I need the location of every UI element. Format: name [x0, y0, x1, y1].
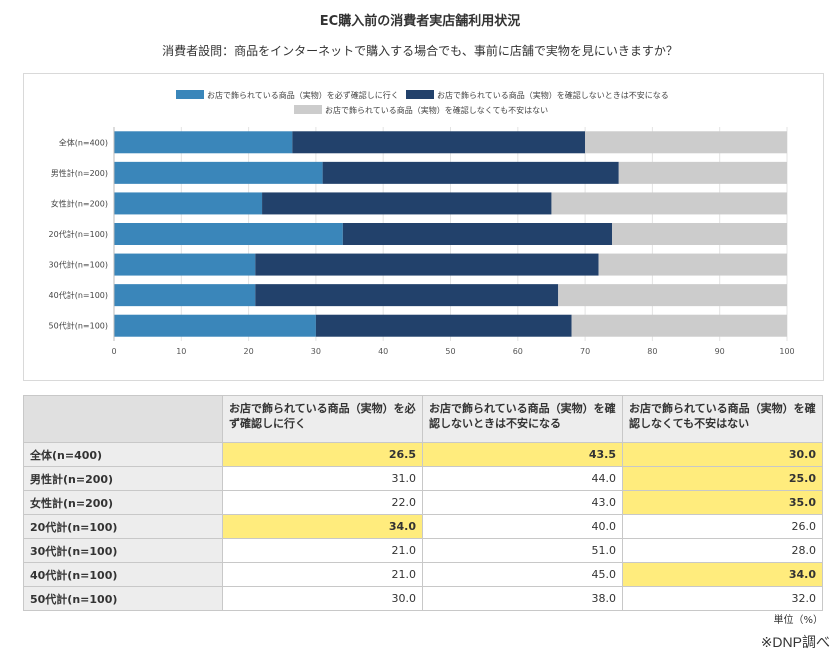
table-cell: 43.0	[422, 490, 623, 515]
table-row-label: 30代計(n=100)	[23, 538, 223, 563]
table-row-label: 全体(n=400)	[23, 442, 223, 467]
legend-swatch	[176, 90, 204, 99]
bar-segment	[255, 284, 559, 307]
table-row: 50代計(n=100) 30.0 38.0 32.0	[23, 586, 823, 611]
chart-panel: 0 10 20 30 40 50 60 70 80 90 100 お店で飾られている商品（実物）を必ず…	[23, 73, 824, 381]
table-cell: 43.5	[422, 442, 623, 467]
x-tick-label: 90	[715, 347, 725, 356]
table-row: 全体(n=400) 26.5 43.5 30.0	[23, 442, 823, 467]
table-cell: 34.0	[222, 514, 423, 539]
table-row: 女性計(n=200) 22.0 43.0 35.0	[23, 490, 823, 515]
x-tick-label: 100	[779, 347, 794, 356]
bar-segment	[292, 131, 586, 154]
table-cell: 26.0	[622, 514, 823, 539]
table-cell: 28.0	[622, 538, 823, 563]
table-row: 男性計(n=200) 31.0 44.0 25.0	[23, 466, 823, 491]
x-tick-label: 10	[176, 347, 186, 356]
category-label: 女性計(n=200)	[51, 198, 108, 208]
table-row: 30代計(n=100) 21.0 51.0 28.0	[23, 538, 823, 563]
source-note: ※DNP調べ	[760, 634, 830, 650]
bar-segment	[114, 223, 343, 245]
bar-segment	[114, 192, 263, 215]
bar-segment	[114, 161, 323, 184]
bar-segment	[618, 161, 787, 184]
bar-segment	[322, 161, 619, 184]
legend-label: お店で飾られている商品（実物）を確認しなくても不安はない	[325, 105, 548, 115]
bar-segment	[114, 253, 256, 276]
table-row-label: 男性計(n=200)	[23, 466, 223, 491]
table-header-cell: お店で飾られている商品（実物）を確認しないときは不安になる	[422, 395, 623, 443]
stacked-bar-chart: 0 10 20 30 40 50 60 70 80 90 100 お店で飾られている商品（実物）を必ず…	[49, 90, 795, 356]
table-row: 20代計(n=100) 34.0 40.0 26.0	[23, 514, 823, 539]
table-cell: 30.0	[222, 586, 423, 611]
chart-title: EC購入前の消費者実店舗利用状況	[319, 14, 521, 29]
table-cell: 32.0	[622, 586, 823, 611]
bar-segment	[612, 223, 787, 245]
legend-swatch	[406, 90, 434, 99]
table-header-cell: お店で飾られている商品（実物）を必ず確認しに行く	[222, 395, 423, 443]
legend-swatch	[294, 105, 322, 114]
legend-label: お店で飾られている商品（実物）を必ず確認しに行く	[207, 90, 399, 100]
category-label: 20代計(n=100)	[49, 229, 108, 239]
category-label: 男性計(n=200)	[51, 168, 108, 178]
table-cell: 44.0	[422, 466, 623, 491]
table-cell: 22.0	[222, 490, 423, 515]
category-label: 50代計(n=100)	[49, 321, 108, 331]
bar-segment	[315, 314, 572, 337]
table-cell: 31.0	[222, 466, 423, 491]
table-row: 40代計(n=100) 21.0 45.0 34.0	[23, 562, 823, 587]
table-cell: 26.5	[222, 442, 423, 467]
table-corner-cell	[23, 395, 223, 443]
bar-segment	[342, 223, 613, 245]
bar-segment	[598, 253, 787, 276]
bar-segment	[571, 314, 787, 337]
table-cell: 35.0	[622, 490, 823, 515]
bar-segment	[585, 131, 787, 154]
table-cell: 45.0	[422, 562, 623, 587]
bar-segment	[114, 314, 316, 337]
bar-segment	[114, 284, 256, 307]
category-label: 全体(n=400)	[59, 137, 108, 147]
x-tick-label: 50	[445, 347, 455, 356]
data-table: お店で飾られている商品（実物）を必ず確認しに行く お店で飾られている商品（実物）…	[23, 395, 823, 611]
table-cell: 21.0	[222, 562, 423, 587]
x-tick-label: 60	[513, 347, 523, 356]
x-tick-label: 70	[580, 347, 590, 356]
x-tick-label: 20	[244, 347, 254, 356]
table-cell: 51.0	[422, 538, 623, 563]
table-header-row: お店で飾られている商品（実物）を必ず確認しに行く お店で飾られている商品（実物）…	[23, 395, 823, 443]
table-row-label: 女性計(n=200)	[23, 490, 223, 515]
x-tick-label: 40	[378, 347, 388, 356]
category-label: 30代計(n=100)	[49, 260, 108, 270]
table-row-label: 40代計(n=100)	[23, 562, 223, 587]
table-cell: 30.0	[622, 442, 823, 467]
bar-segment	[558, 284, 787, 307]
unit-label: 単位（%）	[773, 615, 823, 626]
table-row-label: 50代計(n=100)	[23, 586, 223, 611]
bar-segment	[255, 253, 599, 276]
table-row-label: 20代計(n=100)	[23, 514, 223, 539]
category-label: 40代計(n=100)	[49, 290, 108, 300]
bar-segment	[262, 192, 552, 215]
table-header-cell: お店で飾られている商品（実物）を確認しなくても不安はない	[622, 395, 823, 443]
table-cell: 40.0	[422, 514, 623, 539]
table-cell: 21.0	[222, 538, 423, 563]
bar-segment	[114, 131, 293, 154]
table-cell: 25.0	[622, 466, 823, 491]
chart-subtitle: 消費者設問：商品をインターネットで購入する場合でも、事前に店舗で実物を見にいきま…	[162, 44, 678, 58]
table-cell: 38.0	[422, 586, 623, 611]
table-cell: 34.0	[622, 562, 823, 587]
x-tick-label: 30	[311, 347, 321, 356]
bar-segment	[551, 192, 787, 215]
legend-label: お店で飾られている商品（実物）を確認しないときは不安になる	[437, 90, 669, 100]
x-tick-label: 0	[111, 347, 116, 356]
x-tick-label: 80	[647, 347, 657, 356]
